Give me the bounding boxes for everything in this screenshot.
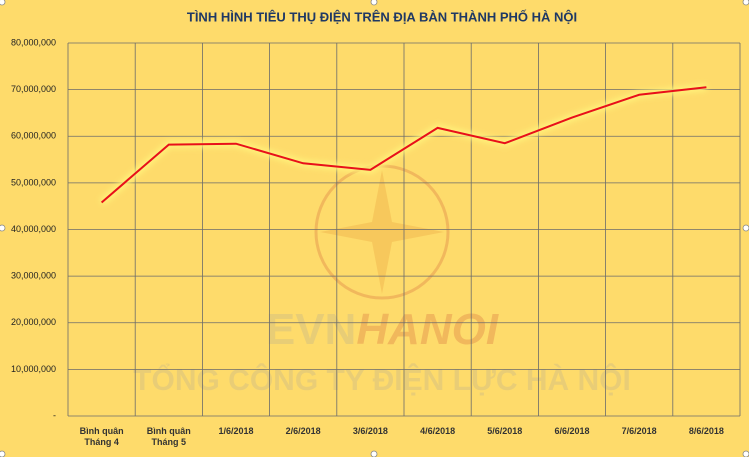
x-tick-label: 1/6/2018: [218, 426, 254, 436]
x-tick-label: Bình quân Tháng 5: [146, 426, 191, 447]
watermark-star: [320, 170, 444, 294]
selection-handle: [370, 0, 378, 6]
y-tick-label: 50,000,000: [11, 177, 56, 187]
selection-handle: [742, 450, 749, 457]
x-tick-label: 6/6/2018: [554, 426, 590, 436]
y-tick-label: 40,000,000: [11, 224, 56, 234]
chart-title: TÌNH HÌNH TIÊU THỤ ĐIỆN TRÊN ĐỊA BÀN THÀ…: [187, 9, 577, 24]
watermark: EVNHANOI TỔNG CÔNG TY ĐIỆN LỰC HÀ NỘI: [133, 164, 631, 397]
y-tick-label: 80,000,000: [11, 37, 56, 47]
x-tick-label: Bình quân Tháng 4: [79, 426, 124, 447]
selection-handle: [0, 0, 6, 6]
y-tick-label: 20,000,000: [11, 317, 56, 327]
selection-handle: [0, 450, 6, 457]
selection-handle: [370, 450, 378, 457]
x-tick-label: 2/6/2018: [285, 426, 321, 436]
selection-handle: [742, 224, 749, 232]
y-tick-label: 70,000,000: [11, 84, 56, 94]
y-tick-label: 30,000,000: [11, 271, 56, 281]
x-tick-label: 4/6/2018: [420, 426, 456, 436]
watermark-brand: EVN: [266, 305, 356, 354]
y-tick-label: 10,000,000: [11, 364, 56, 374]
y-tick-label: -: [53, 410, 56, 420]
selection-handle: [742, 0, 749, 6]
x-tick-label: 8/6/2018: [688, 426, 724, 436]
watermark-brand: HANOI: [356, 305, 499, 354]
selection-handle: [0, 224, 6, 232]
x-tick-label: 5/6/2018: [487, 426, 523, 436]
y-tick-label: 60,000,000: [11, 131, 56, 141]
x-tick-label: 7/6/2018: [621, 426, 657, 436]
x-tick-label: 3/6/2018: [352, 426, 388, 436]
line: [100, 86, 707, 204]
svg-text:EVNHANOI: EVNHANOI: [266, 305, 499, 354]
watermark-company: TỔNG CÔNG TY ĐIỆN LỰC HÀ NỘI: [133, 363, 631, 397]
